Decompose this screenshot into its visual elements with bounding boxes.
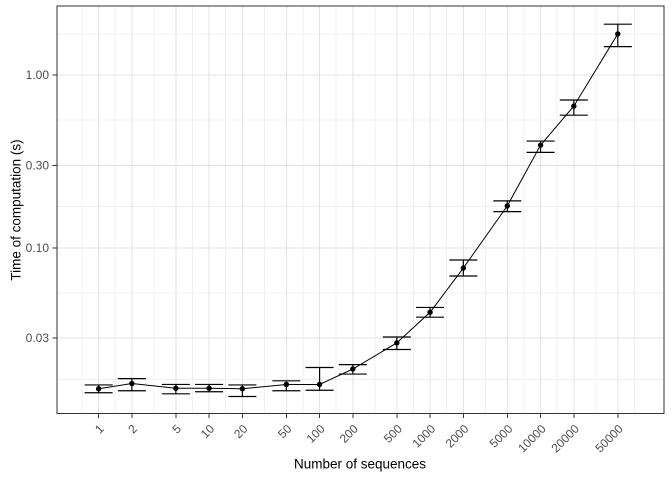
data-point — [394, 340, 400, 346]
data-point — [427, 309, 433, 315]
x-tick-label: 100 — [304, 421, 328, 445]
panel-background — [57, 6, 664, 414]
x-tick-label: 200 — [337, 421, 361, 445]
x-tick-label: 20 — [231, 421, 251, 441]
x-tick-label: 50 — [275, 421, 295, 441]
x-tick-label: 10000 — [515, 421, 549, 455]
data-point — [350, 366, 356, 372]
y-tick-label: 1.00 — [26, 68, 50, 82]
data-point — [460, 265, 467, 271]
data-point — [316, 381, 323, 388]
x-tick-label: 1000 — [409, 421, 438, 450]
y-axis-title: Time of computation (s) — [8, 139, 24, 281]
data-point — [504, 203, 511, 209]
y-tick-label: 0.30 — [26, 158, 50, 172]
panel-border — [56, 5, 665, 415]
data-point — [537, 142, 544, 148]
x-tick-label: 2 — [125, 422, 140, 437]
x-tick-label: 20000 — [548, 421, 582, 455]
x-tick-label: 2000 — [443, 421, 472, 450]
x-tick-label: 50000 — [592, 421, 626, 455]
x-tick-label: 500 — [381, 421, 405, 445]
x-tick-label: 5 — [169, 422, 184, 437]
data-point — [206, 385, 212, 391]
data-point — [129, 380, 135, 387]
x-tick-label: 10 — [198, 421, 218, 441]
data-point — [615, 31, 621, 37]
data-point — [173, 385, 179, 391]
data-point — [283, 381, 290, 388]
data-point — [95, 386, 102, 392]
x-tick-label: 1 — [92, 422, 107, 437]
x-axis-title: Number of sequences — [293, 456, 427, 472]
y-tick-label: 0.03 — [26, 331, 50, 345]
data-point — [571, 103, 577, 109]
x-tick-label: 5000 — [487, 421, 516, 450]
y-tick-label: 0.10 — [26, 241, 50, 255]
data-point — [239, 386, 246, 392]
